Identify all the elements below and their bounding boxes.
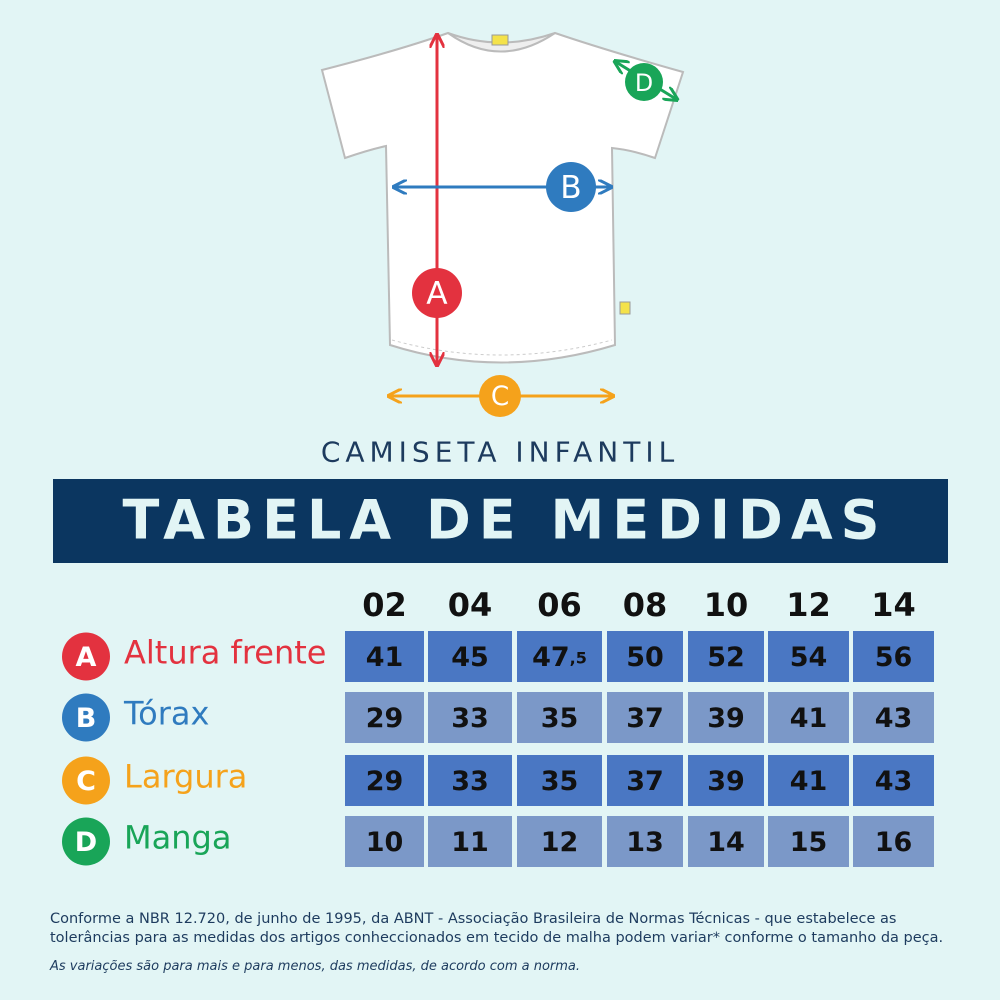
- marker-letter: B: [560, 170, 581, 206]
- cell-value: 35: [541, 703, 579, 734]
- cell-value: 54: [790, 642, 828, 673]
- marker-letter: C: [491, 382, 509, 412]
- row-badge: [62, 632, 110, 681]
- cell: [607, 692, 683, 743]
- cell-value: 50: [626, 642, 664, 673]
- marker-letter: A: [426, 276, 448, 312]
- cell-value: 29: [366, 766, 404, 797]
- size-header: 14: [871, 586, 916, 624]
- cell: [428, 631, 512, 682]
- cell: [517, 755, 602, 806]
- cell: [607, 816, 683, 867]
- cell: [607, 631, 683, 682]
- cell-value: 43: [875, 703, 913, 734]
- cell: [768, 692, 849, 743]
- size-header: 12: [786, 586, 831, 624]
- cell: [853, 692, 934, 743]
- size-header: 10: [704, 586, 749, 624]
- cell-value: 35: [541, 766, 579, 797]
- cell-decimal: ,5: [570, 648, 587, 667]
- cell-value: 33: [451, 703, 489, 734]
- cell-value: 45: [451, 642, 489, 673]
- cell: [428, 692, 512, 743]
- cell-value: 11: [451, 827, 489, 858]
- size-header: 04: [448, 586, 493, 624]
- row-label: Altura frente: [124, 634, 326, 672]
- cell-value: 16: [875, 827, 913, 858]
- row-letter: D: [75, 827, 97, 858]
- cell: [768, 755, 849, 806]
- row-badge: [62, 817, 110, 866]
- row-badge: [62, 693, 110, 742]
- marker-circle: [546, 162, 596, 212]
- row-letter: A: [76, 642, 97, 673]
- cell-value: 43: [875, 766, 913, 797]
- shirt: [320, 31, 685, 364]
- cell: [517, 631, 602, 682]
- marker-circle: [412, 268, 462, 318]
- cell: [853, 631, 934, 682]
- row-label: Tórax: [123, 695, 209, 733]
- cell-value: 10: [366, 827, 404, 858]
- cell: [345, 631, 424, 682]
- cell: [345, 692, 424, 743]
- cell-value: 52: [707, 642, 745, 673]
- cell-value: 47,5: [532, 642, 587, 673]
- footnote: As variações são para mais e para menos,…: [50, 959, 581, 974]
- row-letter: C: [76, 766, 96, 797]
- footer-note: Conforme a NBR 12.720, de junho de 1995,…: [50, 911, 944, 946]
- cell-value: 13: [626, 827, 664, 858]
- row-letter: B: [76, 703, 97, 734]
- cell-value: 37: [626, 703, 664, 734]
- cell-value: 14: [707, 827, 745, 858]
- cell-value: 37: [626, 766, 664, 797]
- cell-value: 41: [790, 703, 828, 734]
- cell: [517, 692, 602, 743]
- cell: [853, 755, 934, 806]
- row-badge: [62, 756, 110, 805]
- cell: [768, 631, 849, 682]
- size-header: 08: [623, 586, 668, 624]
- cell: [688, 692, 764, 743]
- cell-value: 56: [875, 642, 913, 673]
- size-header: 06: [537, 586, 582, 624]
- cell: [688, 631, 764, 682]
- cell: [428, 755, 512, 806]
- size-header: 02: [362, 586, 407, 624]
- cell-value: 39: [707, 766, 745, 797]
- cell: [345, 755, 424, 806]
- cell-value: 33: [451, 766, 489, 797]
- row-label: Largura: [124, 758, 247, 796]
- cell-value: 29: [366, 703, 404, 734]
- cell-value: 15: [790, 827, 828, 858]
- cell-value: 39: [707, 703, 745, 734]
- row-label: Manga: [124, 819, 231, 857]
- cell: [768, 816, 849, 867]
- cell-value: 41: [366, 642, 404, 673]
- cell: [517, 816, 602, 867]
- cell: [428, 816, 512, 867]
- title-banner: [53, 479, 948, 563]
- cell: [853, 816, 934, 867]
- cell: [688, 816, 764, 867]
- cell: [607, 755, 683, 806]
- marker-circle: [625, 63, 663, 101]
- cell: [688, 755, 764, 806]
- cell: [345, 816, 424, 867]
- marker-letter: D: [635, 69, 653, 97]
- subtitle: CAMISETA INFANTIL: [321, 436, 679, 469]
- cell-value: 12: [541, 827, 579, 858]
- title: TABELA DE MEDIDAS: [122, 489, 887, 552]
- cell-value: 41: [790, 766, 828, 797]
- marker-circle: [479, 375, 521, 417]
